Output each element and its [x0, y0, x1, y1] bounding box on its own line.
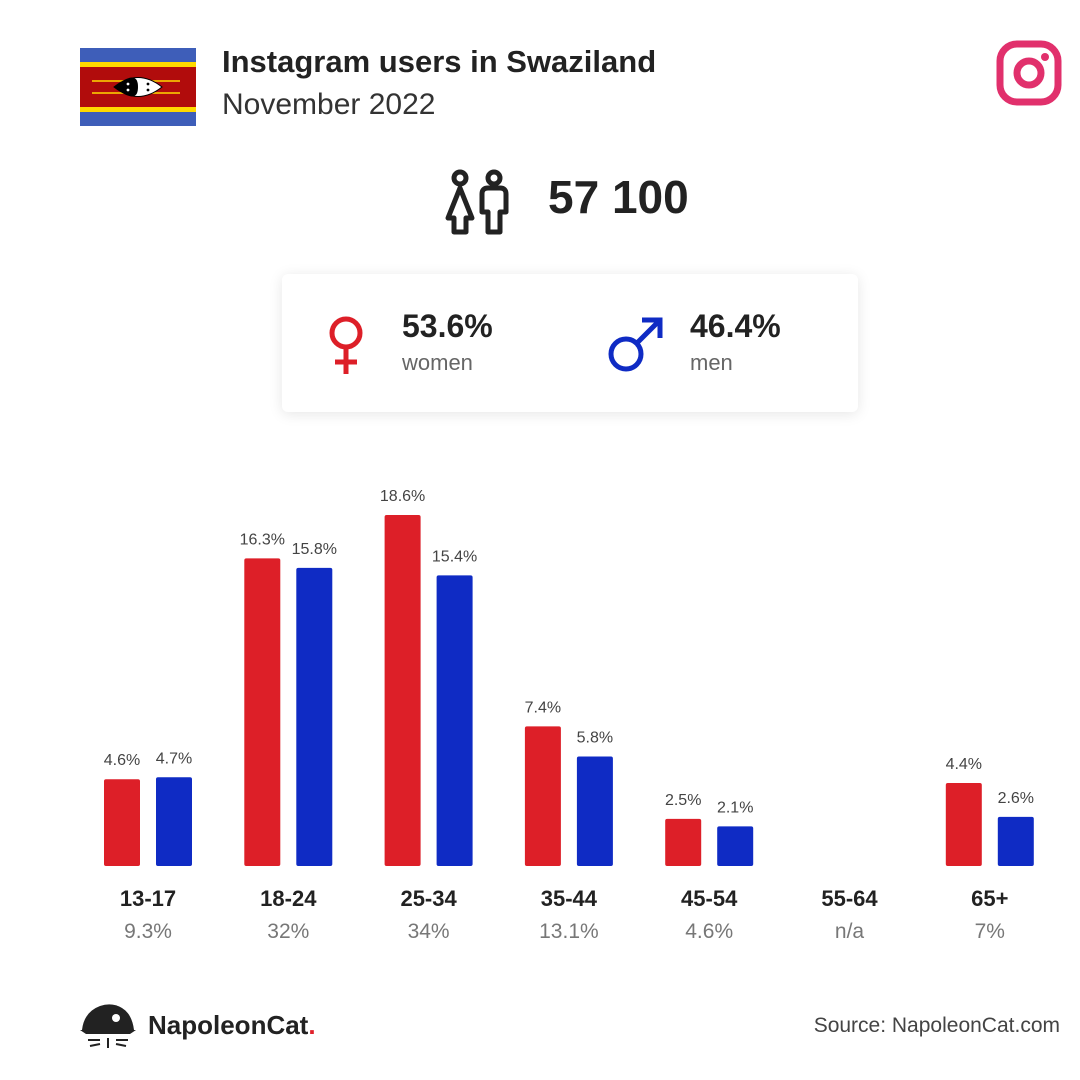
- category-label-65+: 65+: [971, 886, 1008, 911]
- men-percentage: 46.4%: [690, 308, 781, 344]
- people-icon: [445, 169, 509, 235]
- brand-name: NapoleonCat.: [148, 1010, 316, 1041]
- category-total-18-24: 32%: [267, 920, 309, 943]
- men-label: men: [690, 350, 733, 375]
- bar-women-45-54: [665, 818, 702, 866]
- data-label-women-65+: 4.4%: [946, 756, 982, 773]
- bar-men-45-54: [717, 826, 754, 866]
- category-total-45-54: 4.6%: [685, 920, 733, 943]
- women-label: women: [402, 350, 473, 375]
- bar-men-65+: [997, 816, 1034, 866]
- data-label-women-35-44: 7.4%: [525, 699, 561, 716]
- data-label-men-35-44: 5.8%: [577, 730, 613, 747]
- bar-women-25-34: [384, 515, 421, 866]
- bar-men-25-34: [436, 575, 473, 866]
- category-total-55-64: n/a: [835, 920, 865, 943]
- category-total-13-17: 9.3%: [124, 920, 172, 943]
- category-label-18-24: 18-24: [260, 886, 317, 911]
- data-label-men-45-54: 2.1%: [717, 799, 753, 816]
- category-label-25-34: 25-34: [400, 886, 457, 911]
- eswatini-flag-icon: [80, 48, 196, 126]
- napoleoncat-logo-icon: [80, 1004, 136, 1048]
- male-symbol-icon: [608, 317, 663, 372]
- page-title: Instagram users in Swaziland: [222, 44, 657, 79]
- data-label-men-25-34: 15.4%: [432, 548, 477, 565]
- instagram-icon: [996, 40, 1062, 106]
- data-label-men-65+: 2.6%: [998, 790, 1034, 807]
- total-users-value: 57 100: [548, 171, 689, 223]
- female-symbol-icon: [329, 316, 363, 374]
- data-label-men-18-24: 15.8%: [292, 541, 337, 558]
- data-label-women-45-54: 2.5%: [665, 792, 701, 809]
- category-label-45-54: 45-54: [681, 886, 738, 911]
- page-subtitle: November 2022: [222, 88, 436, 121]
- category-total-35-44: 13.1%: [539, 920, 599, 943]
- source-text: Source: NapoleonCat.com: [813, 1014, 1060, 1037]
- category-label-13-17: 13-17: [120, 886, 176, 911]
- bar-men-18-24: [296, 567, 333, 866]
- age-gender-bar-chart: 4.6% 4.7% 13-17 9.3% 16.3% 15.8% 18-24 32% 18.6%…: [104, 488, 1034, 943]
- brand-dot: .: [308, 1010, 316, 1040]
- category-total-65+: 7%: [975, 920, 1005, 943]
- bar-women-18-24: [244, 558, 281, 866]
- women-percentage: 53.6%: [402, 308, 493, 344]
- data-label-women-13-17: 4.6%: [104, 752, 140, 769]
- bar-women-65+: [945, 782, 982, 866]
- category-total-25-34: 34%: [408, 920, 450, 943]
- bar-women-35-44: [524, 726, 561, 866]
- category-label-55-64: 55-64: [821, 886, 878, 911]
- gender-card: 53.6% women 46.4% men: [282, 274, 858, 412]
- category-label-35-44: 35-44: [541, 886, 598, 911]
- bar-women-13-17: [104, 779, 140, 866]
- brand-name-text: NapoleonCat: [148, 1010, 309, 1040]
- data-label-women-18-24: 16.3%: [240, 531, 285, 548]
- bar-men-35-44: [576, 756, 613, 866]
- data-label-men-13-17: 4.7%: [156, 750, 192, 767]
- bar-men-13-17: [156, 777, 192, 866]
- data-label-women-25-34: 18.6%: [380, 488, 425, 505]
